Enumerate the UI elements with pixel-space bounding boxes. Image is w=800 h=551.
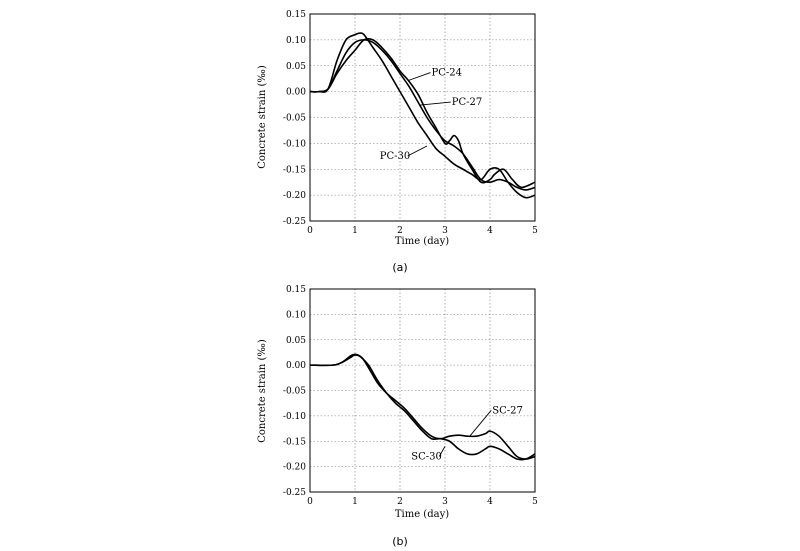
annotation-label-sc-30: SC-30 (411, 452, 442, 463)
x-tick-label: 0 (307, 226, 313, 236)
panel-b: 0.15 0.10 0.05 0.00 -0.05 -0.10 -0.15 -0.20 -0.2… (257, 285, 538, 548)
panel-a-y-axis-label: Concrete strain (‰) (257, 65, 268, 169)
x-tick-label: 1 (352, 226, 358, 236)
annotation-label-pc-27: PC-27 (452, 97, 482, 108)
x-tick-label: 3 (442, 497, 448, 507)
y-tick-label: -0.15 (283, 165, 306, 175)
annotation-leader-pc-27 (420, 101, 451, 106)
panel-b-annotations: SC-27 SC-30 (411, 405, 523, 462)
y-tick-label: 0.00 (286, 88, 306, 98)
y-tick-label: 0.10 (286, 310, 306, 320)
series-line-pc-27 (309, 37, 536, 189)
y-tick-label: 0.05 (286, 62, 306, 72)
y-tick-label: 0.10 (286, 36, 306, 46)
panel-a-series (309, 32, 536, 199)
panel-b-x-ticks: 0 1 2 3 4 5 (307, 497, 538, 507)
panel-a-frame (309, 13, 536, 222)
x-tick-label: 2 (397, 226, 403, 236)
panel-a: 0.15 0.10 0.05 0.00 -0.05 -0.10 -0.15 -0.20 -0.2… (257, 10, 538, 274)
annotation-leader-sc-27 (469, 410, 492, 437)
panel-b-y-ticks: 0.15 0.10 0.05 0.00 -0.05 -0.10 -0.15 -0.20 -0.2… (283, 285, 306, 498)
series-line-pc-24 (309, 39, 536, 191)
y-tick-label: 0.15 (286, 285, 306, 295)
annotation-label-pc-30: PC-30 (380, 151, 410, 162)
y-tick-label: 0.05 (286, 336, 306, 346)
y-tick-label: -0.05 (283, 114, 306, 124)
x-tick-label: 5 (532, 226, 538, 236)
panel-b-frame (309, 288, 536, 493)
panel-a-y-ticks: 0.15 0.10 0.05 0.00 -0.05 -0.10 -0.15 -0.20 -0.2… (283, 10, 306, 227)
panel-a-caption: (a) (392, 261, 407, 274)
x-tick-label: 4 (487, 226, 493, 236)
y-tick-label: -0.05 (283, 387, 306, 397)
panel-a-annotations: PC-24 PC-27 PC-30 (380, 68, 482, 162)
series-line-pc-30 (309, 32, 536, 199)
panel-b-y-axis-label: Concrete strain (‰) (257, 339, 268, 443)
panel-a-x-ticks: 0 1 2 3 4 5 (307, 226, 538, 236)
annotation-leader-pc-24 (408, 72, 431, 81)
panel-b-caption: (b) (392, 535, 408, 548)
y-tick-label: -0.10 (283, 139, 306, 149)
x-tick-label: 5 (532, 497, 538, 507)
annotation-leader-pc-30 (407, 145, 428, 157)
panel-a-grid (310, 14, 535, 221)
x-tick-label: 0 (307, 497, 313, 507)
panel-b-series (309, 353, 536, 461)
panel-a-x-axis-label: Time (day) (395, 236, 449, 247)
y-tick-label: -0.15 (283, 437, 306, 447)
y-tick-label: -0.10 (283, 412, 306, 422)
annotation-label-sc-27: SC-27 (492, 405, 523, 416)
x-tick-label: 4 (487, 497, 493, 507)
x-tick-label: 2 (397, 497, 403, 507)
y-tick-label: 0.15 (286, 10, 306, 20)
x-tick-label: 3 (442, 226, 448, 236)
y-tick-label: -0.20 (283, 463, 306, 473)
y-tick-label: -0.20 (283, 191, 306, 201)
panel-b-grid (310, 289, 535, 492)
annotation-label-pc-24: PC-24 (432, 68, 462, 79)
y-tick-label: 0.00 (286, 361, 306, 371)
annotation-leader-sc-30 (438, 446, 446, 457)
y-tick-label: -0.25 (283, 488, 306, 498)
y-tick-label: -0.25 (283, 217, 306, 227)
x-tick-label: 1 (352, 497, 358, 507)
panel-b-x-axis-label: Time (day) (395, 509, 449, 520)
series-line-sc-30 (309, 353, 536, 461)
